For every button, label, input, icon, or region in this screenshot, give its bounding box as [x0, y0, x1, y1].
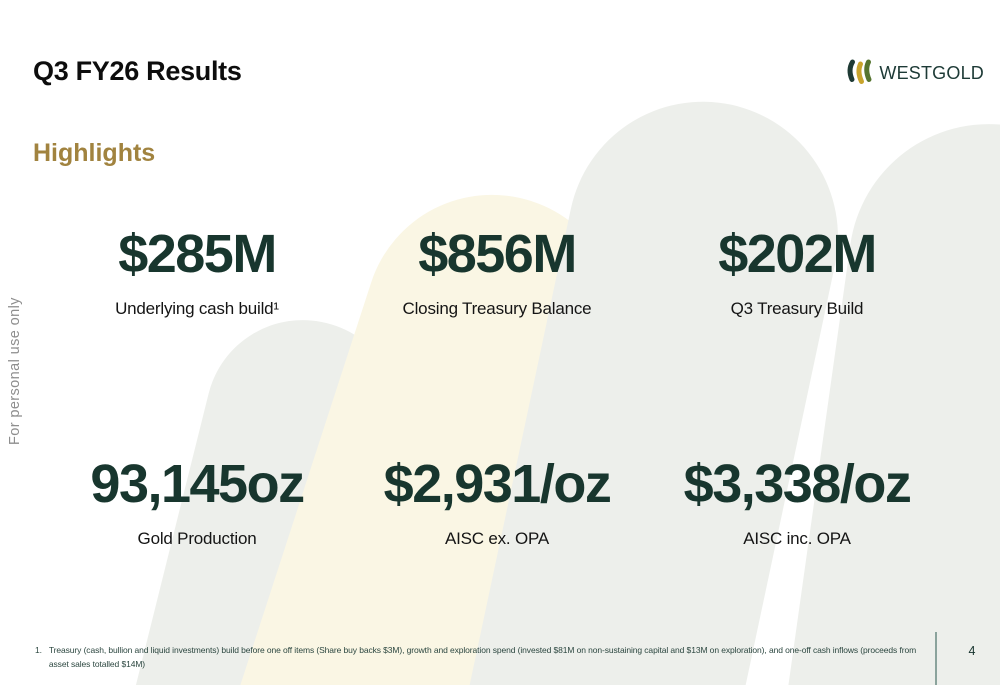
- slide-subtitle: Highlights: [33, 139, 156, 167]
- footnote-text: Treasury (cash, bullion and liquid inves…: [48, 645, 917, 669]
- metric-closing-treasury-balance: $856M Closing Treasury Balance: [347, 226, 647, 319]
- metric-aisc-ex-opa: $2,931/oz AISC ex. OPA: [347, 456, 647, 549]
- metric-label: Underlying cash build¹: [115, 298, 279, 318]
- westgold-logo: WESTGOLD: [845, 58, 984, 88]
- metric-value: $285M: [118, 224, 277, 284]
- metric-label: Q3 Treasury Build: [730, 298, 864, 318]
- metric-label: Closing Treasury Balance: [402, 298, 592, 318]
- side-text-vertical: For personal use only: [7, 297, 23, 445]
- westgold-logo-icon: [845, 58, 875, 88]
- metric-label: AISC inc. OPA: [743, 528, 851, 548]
- metrics-row-1: $285M Underlying cash build¹ $856M Closi…: [47, 226, 947, 319]
- metric-aisc-inc-opa: $3,338/oz AISC inc. OPA: [647, 456, 947, 549]
- metrics-row-2: 93,145oz Gold Production $2,931/oz AISC …: [47, 456, 947, 549]
- metric-label: AISC ex. OPA: [444, 528, 550, 548]
- footnote-marker: 1.: [35, 645, 42, 655]
- westgold-logo-text: WESTGOLD: [879, 62, 984, 83]
- metric-value: $2,931/oz: [383, 454, 612, 514]
- metric-value: $856M: [418, 224, 577, 284]
- page-number: 4: [968, 644, 976, 658]
- footnote: 1. Treasury (cash, bullion and liquid in…: [35, 644, 920, 671]
- metric-value: $202M: [718, 224, 877, 284]
- page-number-divider: [935, 632, 937, 685]
- metric-label: Gold Production: [137, 528, 257, 548]
- metric-underlying-cash-build: $285M Underlying cash build¹: [47, 226, 347, 319]
- metric-q3-treasury-build: $202M Q3 Treasury Build: [647, 226, 947, 319]
- metric-value: $3,338/oz: [683, 454, 912, 514]
- metric-gold-production: 93,145oz Gold Production: [47, 456, 347, 549]
- page-title: Q3 FY26 Results: [33, 56, 242, 86]
- metric-value: 93,145oz: [90, 454, 305, 514]
